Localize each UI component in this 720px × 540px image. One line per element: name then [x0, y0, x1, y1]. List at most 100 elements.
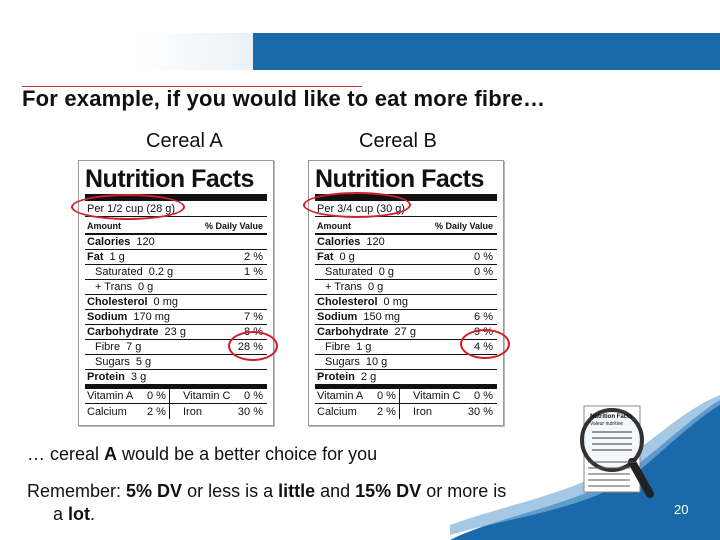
nutrient-amount: 170 mg — [133, 311, 171, 323]
nutrient-name-amount: Saturated 0.2 g — [95, 265, 173, 279]
nutrient-amount: 27 g — [394, 326, 416, 338]
amount-header: Amount — [87, 221, 121, 231]
vitamin-value: 30 % — [467, 406, 493, 418]
nutrient-name-amount: Protein 3 g — [87, 370, 146, 384]
magnifier-icon: Nutrition Facts Valeur nutritive — [572, 402, 654, 502]
nutrient-row: Protein 2 g — [315, 370, 497, 389]
nutrient-name: Fibre — [95, 341, 121, 353]
vitamin-name: Calcium — [87, 406, 127, 418]
nutrient-name: Calories — [87, 236, 131, 248]
header-bar — [253, 33, 720, 70]
cereal-b-label: Cereal B — [359, 130, 437, 152]
nutrient-row: + Trans 0 g — [85, 280, 267, 295]
nutrient-name: Sugars — [325, 356, 360, 368]
vitamin-name: Vitamin C — [413, 390, 461, 402]
cereal-a-nutrition-label: Nutrition Facts Per 1/2 cup (28 g) Amount%… — [78, 160, 274, 426]
mini-label-title: Nutrition Facts — [590, 414, 633, 420]
nutrient-amount: 3 g — [130, 371, 147, 383]
nutrient-name-amount: Cholesterol 0 mg — [87, 295, 178, 309]
nutrient-name: Cholesterol — [87, 296, 148, 308]
nutrient-amount: 2 g — [360, 371, 377, 383]
nutrient-name-amount: Sugars 10 g — [325, 355, 387, 369]
nutrient-name-amount: + Trans 0 g — [95, 280, 153, 294]
cereal-a-serving-highlight — [71, 194, 185, 220]
vitamin-value: 30 % — [237, 406, 263, 418]
column-header: Amount % Daily Value — [85, 219, 267, 235]
nutrient-amount: 5 g — [135, 356, 152, 368]
nutrient-amount: 150 mg — [363, 311, 401, 323]
nutrient-name: Sugars — [95, 356, 130, 368]
dv-header: % Daily Value — [204, 221, 263, 231]
nutrient-row: Fat 0 g 0 % — [315, 250, 497, 265]
nutrient-name: Saturated — [325, 266, 373, 278]
amount-header: Amount — [317, 221, 351, 231]
nutrient-amount: 120 — [136, 236, 155, 248]
nutrient-dv: 2 % — [244, 251, 263, 263]
vitamin-name: Vitamin A — [87, 390, 134, 402]
nutrient-amount: 10 g — [365, 356, 388, 368]
nutrient-amount: 120 — [366, 236, 385, 248]
nutrient-row: Protein 3 g — [85, 370, 267, 389]
conclusion-text: … cereal A would be a better choice for … — [27, 444, 378, 464]
nutrient-amount: 0 g — [339, 251, 355, 263]
vitamin-separator — [169, 387, 170, 419]
nutrient-name: Calories — [317, 236, 361, 248]
vitamin-name: Iron — [413, 406, 432, 418]
nutrient-name: Protein — [87, 371, 125, 383]
nutrient-name: Fat — [317, 251, 334, 263]
column-header: Amount % Daily Value — [315, 219, 497, 235]
vitamin-row: Vitamin A 0 % Vitamin C 0 % — [85, 389, 267, 404]
nutrient-name: Fat — [87, 251, 104, 263]
nutrient-name-amount: + Trans 0 g — [325, 280, 383, 294]
nutrient-dv: 0 % — [474, 251, 493, 263]
nutrient-amount: 1 g — [109, 251, 125, 263]
nutrient-name: + Trans — [325, 281, 362, 293]
vitamin-value: 0 % — [474, 390, 493, 402]
corner-swoosh — [450, 395, 720, 540]
nutrition-facts-title: Nutrition Facts — [85, 165, 267, 201]
nutrient-amount: 23 g — [164, 326, 186, 338]
nutrient-name-amount: Fat 0 g — [317, 250, 355, 264]
nutrient-name: Sodium — [317, 311, 358, 323]
nutrient-name: + Trans — [95, 281, 132, 293]
vitamin-name: Vitamin A — [317, 390, 364, 402]
nutrient-amount: 1 g — [356, 341, 372, 353]
vitamin-row: Calcium 2 % Iron 30 % — [85, 405, 267, 419]
vitamin-value: 0 % — [377, 390, 396, 402]
nutrient-dv: 1 % — [244, 266, 263, 278]
nutrient-name-amount: Sodium 170 mg — [87, 310, 170, 324]
nutrient-name-amount: Fat 1 g — [87, 250, 125, 264]
nutrient-name-amount: Protein 2 g — [317, 370, 376, 384]
nutrient-amount: 0 g — [368, 281, 384, 293]
cereal-a-fibre-highlight — [228, 331, 278, 361]
nutrient-amount: 7 g — [126, 341, 142, 353]
nutrient-row: Sugars 10 g — [315, 355, 497, 370]
nutrient-amount: 0.2 g — [148, 266, 174, 278]
nutrient-name-amount: Calories 120 — [317, 235, 385, 249]
nutrient-name-amount: Fibre 7 g — [95, 340, 141, 354]
nutrient-name: Saturated — [95, 266, 143, 278]
nutrient-amount: 0 mg — [383, 296, 408, 308]
nutrient-row: Sugars 5 g — [85, 355, 267, 370]
nutrient-name-amount: Carbohydrate 27 g — [317, 325, 416, 339]
nutrient-name: Protein — [317, 371, 355, 383]
nutrient-row: Cholesterol 0 mg — [315, 295, 497, 310]
nutrient-name: Carbohydrate — [317, 326, 389, 338]
vitamin-value: 2 % — [147, 406, 166, 418]
nutrient-name: Sodium — [87, 311, 128, 323]
page-number: 20 — [674, 502, 689, 517]
nutrient-amount: 0 g — [138, 281, 154, 293]
nutrient-name-amount: Sugars 5 g — [95, 355, 151, 369]
vitamin-value: 0 % — [244, 390, 263, 402]
nutrient-name-amount: Fibre 1 g — [325, 340, 371, 354]
nutrient-dv: 7 % — [244, 311, 263, 323]
nutrient-name-amount: Calories 120 — [87, 235, 155, 249]
cereal-a-label: Cereal A — [146, 130, 223, 152]
vitamin-separator — [399, 387, 400, 419]
nutrient-row: + Trans 0 g — [315, 280, 497, 295]
header-gradient — [0, 33, 253, 70]
nutrient-row: Saturated 0 g 0 % — [315, 265, 497, 280]
nutrient-row: Calories 120 — [315, 235, 497, 250]
nutrient-row: Sodium 170 mg 7 % — [85, 310, 267, 325]
